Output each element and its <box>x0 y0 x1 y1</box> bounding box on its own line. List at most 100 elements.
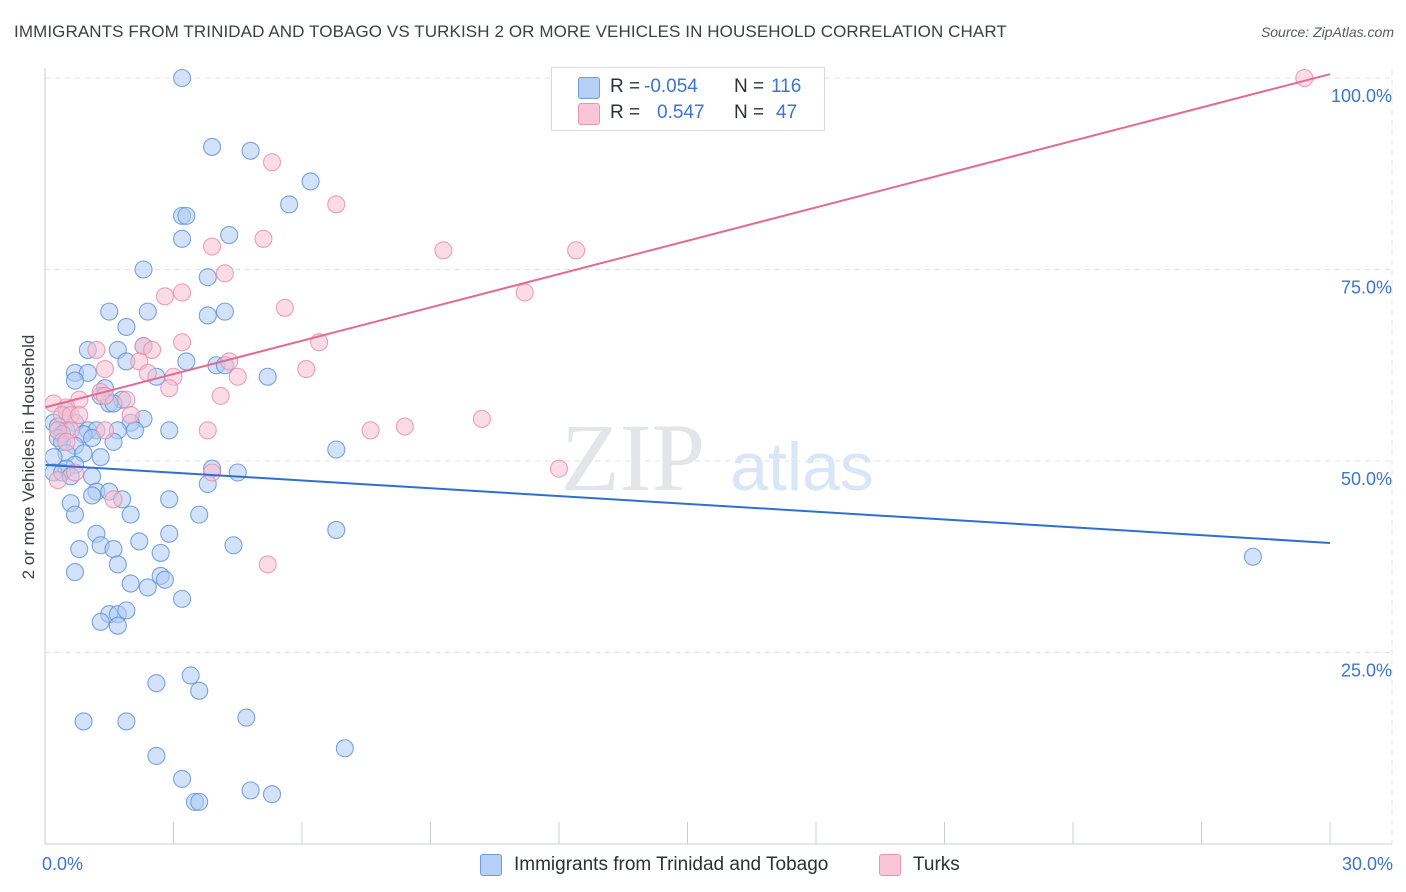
data-point-turks <box>48 471 67 490</box>
legend-item-trinidad[interactable]: Immigrants from Trinidad and Tobago <box>480 852 828 878</box>
data-point-turks <box>203 463 222 482</box>
data-point-trinidad <box>138 578 157 597</box>
data-point-trinidad <box>173 769 192 788</box>
data-point-turks <box>327 195 346 214</box>
data-point-trinidad <box>65 505 85 524</box>
legend-swatch-blue <box>480 854 502 876</box>
data-point-trinidad <box>280 195 299 214</box>
data-point-turks <box>155 287 174 306</box>
data-point-trinidad <box>160 421 179 440</box>
data-point-trinidad <box>151 543 170 562</box>
r-label: R = <box>610 102 641 123</box>
data-point-turks <box>472 409 491 428</box>
stats-box: R = -0.054 N = 116 R = 0.547 N = 47 <box>551 67 825 131</box>
data-point-trinidad <box>190 792 209 811</box>
data-point-trinidad <box>258 367 277 386</box>
data-point-trinidad <box>155 570 174 589</box>
y-tick-label: 75.0% <box>1341 278 1392 298</box>
data-point-turks <box>215 264 234 283</box>
data-point-trinidad <box>198 306 217 325</box>
data-point-trinidad <box>177 352 196 371</box>
legend-label: Turks <box>913 854 960 875</box>
data-point-turks <box>173 333 192 352</box>
data-point-trinidad <box>117 317 136 337</box>
data-point-trinidad <box>228 463 247 482</box>
data-point-trinidad <box>181 666 200 685</box>
data-point-trinidad <box>190 505 209 524</box>
data-point-trinidad <box>100 302 119 321</box>
r-value: 0.547 <box>657 102 705 123</box>
axis-layer: 25.0% 50.0% 75.0% 100.0% 0.0% 30.0% <box>42 68 1393 874</box>
watermark-atlas: atlas <box>730 429 874 505</box>
data-point-turks <box>143 340 162 359</box>
trend-line-turks <box>44 73 1331 409</box>
data-point-trinidad <box>224 536 243 555</box>
n-value: 116 <box>771 76 802 97</box>
data-point-trinidad <box>91 612 110 631</box>
data-point-trinidad <box>130 532 149 551</box>
data-point-trinidad <box>327 520 346 539</box>
data-point-turks <box>395 417 414 436</box>
legend-label: Immigrants from Trinidad and Tobago <box>514 854 829 875</box>
y-tick-label: 50.0% <box>1341 469 1392 489</box>
r-value: -0.054 <box>644 76 698 97</box>
data-point-trinidad <box>198 268 217 287</box>
data-point-turks <box>211 386 230 405</box>
data-point-turks <box>95 421 115 440</box>
data-point-trinidad <box>237 708 256 727</box>
data-point-turks <box>254 229 273 248</box>
data-point-turks <box>70 405 89 425</box>
data-point-trinidad <box>203 137 222 156</box>
data-point-trinidad <box>147 746 166 765</box>
data-point-trinidad <box>121 574 140 593</box>
data-point-trinidad <box>117 601 136 620</box>
data-point-trinidad <box>173 589 192 608</box>
watermark: ZIP atlas <box>561 404 874 511</box>
data-point-trinidad <box>65 563 85 582</box>
y-tick-label: 100.0% <box>1331 86 1392 106</box>
legend-item-turks[interactable]: Turks <box>879 852 960 878</box>
data-point-trinidad <box>327 440 346 459</box>
data-point-trinidad <box>241 781 260 800</box>
n-value: 47 <box>776 102 798 123</box>
data-point-turks <box>87 340 106 359</box>
data-point-turks <box>275 298 294 317</box>
data-point-trinidad <box>125 421 144 440</box>
x-tick-label: 0.0% <box>42 854 83 874</box>
data-point-turks <box>434 241 453 260</box>
data-point-turks <box>198 421 217 440</box>
data-point-turks <box>203 237 222 256</box>
data-point-turks <box>515 283 534 302</box>
data-point-turks <box>160 379 179 398</box>
data-point-trinidad <box>173 229 192 248</box>
data-point-turks <box>117 390 136 409</box>
data-point-trinidad <box>177 206 196 225</box>
data-point-trinidad <box>173 68 192 88</box>
legend: Immigrants from Trinidad and Tobago Turk… <box>0 852 1406 880</box>
data-point-turks <box>258 555 277 574</box>
x-tick-label: 30.0% <box>1342 854 1393 874</box>
data-point-trinidad <box>83 486 102 505</box>
data-point-turks <box>1295 68 1314 88</box>
data-point-turks <box>361 421 380 440</box>
data-point-trinidad <box>74 712 93 731</box>
data-point-turks <box>297 360 316 379</box>
chart-title: IMMIGRANTS FROM TRINIDAD AND TOBAGO VS T… <box>14 22 1007 41</box>
data-point-trinidad <box>301 172 320 191</box>
data-point-trinidad <box>134 260 153 279</box>
grid-layer <box>45 70 1393 844</box>
data-point-turks <box>65 463 85 482</box>
data-point-trinidad <box>160 490 179 509</box>
trend-layer <box>44 73 1331 544</box>
data-point-trinidad <box>117 712 136 731</box>
data-point-trinidad <box>241 141 260 160</box>
data-point-trinidad <box>215 302 234 321</box>
data-point-trinidad <box>138 302 157 321</box>
data-point-trinidad <box>104 540 123 559</box>
data-point-turks <box>567 241 586 260</box>
data-point-trinidad <box>121 505 140 524</box>
blue-swatch <box>578 77 600 99</box>
legend-swatch-pink <box>879 854 901 876</box>
n-label: N = <box>734 102 765 123</box>
